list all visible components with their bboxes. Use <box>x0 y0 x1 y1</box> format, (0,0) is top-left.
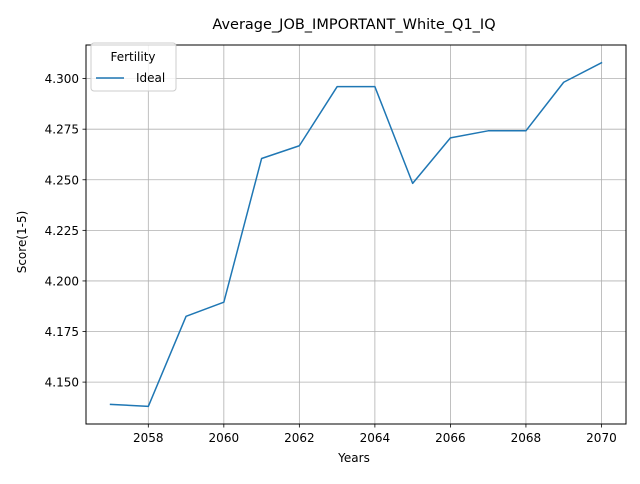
y-axis-label: Score(1-5) <box>15 211 29 274</box>
y-tick-label: 4.150 <box>45 376 79 390</box>
x-tick-label: 2070 <box>586 431 617 445</box>
y-tick-label: 4.200 <box>45 274 79 288</box>
x-tick-label: 2064 <box>360 431 391 445</box>
x-tick-label: 2068 <box>511 431 542 445</box>
y-tick-label: 4.250 <box>45 173 79 187</box>
y-tick-label: 4.275 <box>45 123 79 137</box>
y-tick-label: 4.300 <box>45 72 79 86</box>
x-axis-label: Years <box>337 451 370 465</box>
chart-title: Average_JOB_IMPORTANT_White_Q1_IQ <box>212 17 495 33</box>
y-tick-label: 4.175 <box>45 325 79 339</box>
x-tick-label: 2060 <box>209 431 240 445</box>
legend-title: Fertility <box>110 50 155 64</box>
legend: Fertility Ideal <box>91 43 176 91</box>
x-tick-label: 2066 <box>435 431 466 445</box>
x-tick-label: 2062 <box>284 431 315 445</box>
legend-label-ideal: Ideal <box>136 71 165 85</box>
y-tick-label: 4.225 <box>45 224 79 238</box>
x-tick-label: 2058 <box>133 431 164 445</box>
